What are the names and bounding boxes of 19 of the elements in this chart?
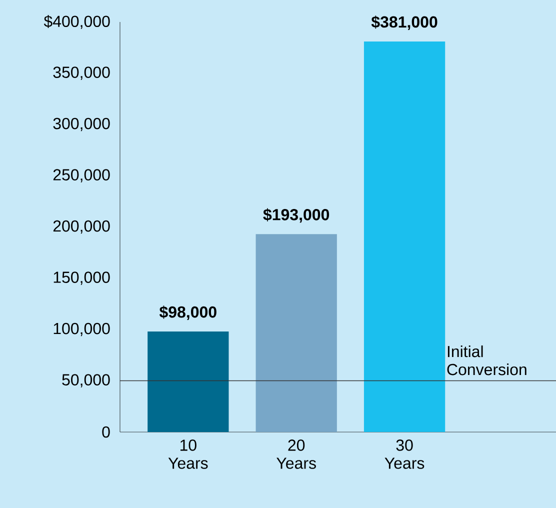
x-tick-label: 20 Years <box>276 440 316 469</box>
y-tick-label: $400,000 <box>44 15 110 29</box>
y-tick-label: 250,000 <box>53 169 110 182</box>
x-tick-label: 10 Years <box>168 440 208 469</box>
y-tick-label: 100,000 <box>54 322 110 336</box>
data-label: $98,000 <box>159 306 216 320</box>
x-tick-label: 30 Years <box>384 440 424 469</box>
ref-line-label: Initial Conversion <box>447 345 526 376</box>
y-tick-label: 300,000 <box>53 118 110 132</box>
data-label: $193,000 <box>263 208 330 223</box>
y-tick-label: 150,000 <box>54 272 110 285</box>
data-label: $381,000 <box>371 16 438 30</box>
bar <box>148 332 229 432</box>
y-tick-label: 0 <box>102 426 110 438</box>
bar <box>364 41 446 432</box>
y-tick-label: 200,000 <box>53 220 110 234</box>
y-tick-label: 50,000 <box>62 374 110 388</box>
y-tick-label: 350,000 <box>53 66 110 80</box>
bar <box>256 234 337 432</box>
